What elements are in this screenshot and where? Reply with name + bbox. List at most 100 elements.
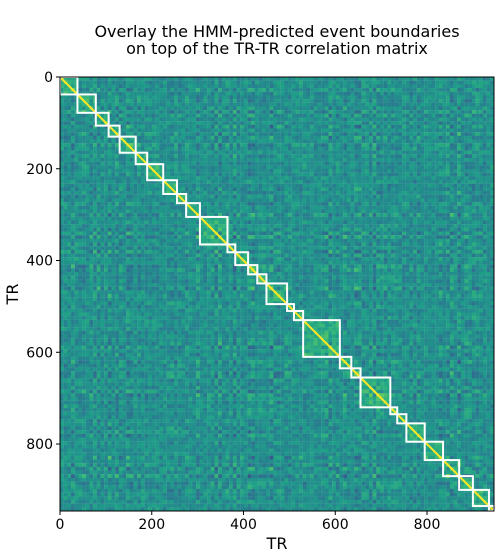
heatmap-cell xyxy=(435,157,439,162)
heatmap-cell xyxy=(89,224,94,228)
heatmap-cell xyxy=(71,224,75,228)
heatmap-cell xyxy=(107,168,112,173)
heatmap-cell xyxy=(302,128,307,133)
heatmap-cell xyxy=(159,187,164,192)
heatmap-cell xyxy=(155,128,160,133)
heatmap-cell xyxy=(229,146,234,151)
heatmap-cell xyxy=(254,150,259,155)
heatmap-cell xyxy=(398,121,403,125)
heatmap-cell xyxy=(405,176,410,181)
heatmap-cell xyxy=(435,80,439,85)
heatmap-cell xyxy=(232,165,237,170)
heatmap-cell xyxy=(438,124,443,129)
heatmap-cell xyxy=(71,110,75,114)
heatmap-cell xyxy=(277,172,281,177)
heatmap-cell xyxy=(159,198,164,203)
heatmap-cell xyxy=(317,179,322,184)
heatmap-cell xyxy=(162,106,167,111)
heatmap-cell xyxy=(405,209,410,214)
heatmap-cell xyxy=(192,154,197,159)
heatmap-cell xyxy=(321,146,325,151)
heatmap-cell xyxy=(100,179,105,184)
heatmap-cell xyxy=(420,168,425,173)
heatmap-cell xyxy=(468,121,473,125)
heatmap-cell xyxy=(306,117,311,122)
heatmap-cell xyxy=(199,110,204,114)
heatmap-cell xyxy=(104,165,108,170)
heatmap-cell xyxy=(387,80,392,85)
heatmap-cell xyxy=(416,224,421,228)
heatmap-cell xyxy=(269,102,274,107)
heatmap-cell xyxy=(118,121,123,125)
heatmap-cell xyxy=(265,165,270,170)
heatmap-cell xyxy=(151,80,156,85)
heatmap-cell xyxy=(291,124,296,129)
heatmap-cell xyxy=(236,176,241,181)
heatmap-cell xyxy=(457,213,462,217)
heatmap-cell xyxy=(365,77,370,81)
heatmap-cell xyxy=(188,117,193,122)
heatmap-cell xyxy=(240,146,245,151)
heatmap-cell xyxy=(196,176,200,181)
heatmap-cell xyxy=(185,183,189,188)
heatmap-cell xyxy=(346,84,351,89)
heatmap-cell xyxy=(324,183,329,188)
heatmap-cell xyxy=(321,113,325,118)
heatmap-cell xyxy=(174,84,178,89)
heatmap-cell xyxy=(122,205,127,210)
heatmap-cell xyxy=(89,179,94,184)
heatmap-cell xyxy=(321,132,325,136)
heatmap-cell xyxy=(115,88,119,92)
heatmap-cell xyxy=(258,205,263,210)
heatmap-cell xyxy=(379,172,384,177)
heatmap-cell xyxy=(391,102,395,107)
heatmap-cell xyxy=(218,143,222,148)
heatmap-cell xyxy=(63,157,68,162)
heatmap-cell xyxy=(188,172,193,177)
heatmap-cell xyxy=(71,150,75,155)
heatmap-cell xyxy=(273,187,278,192)
heatmap-cell xyxy=(482,124,487,129)
heatmap-cell xyxy=(218,88,222,92)
heatmap-cell xyxy=(402,143,406,148)
heatmap-cell xyxy=(383,121,388,125)
heatmap-cell xyxy=(229,172,234,177)
heatmap-cell xyxy=(277,227,281,232)
heatmap-cell xyxy=(126,231,131,236)
heatmap-cell xyxy=(431,191,436,195)
heatmap-cell xyxy=(240,106,245,111)
heatmap-cell xyxy=(324,224,329,228)
heatmap-cell xyxy=(151,102,156,107)
heatmap-cell xyxy=(214,187,219,192)
heatmap-cell xyxy=(339,84,344,89)
heatmap-cell xyxy=(486,88,491,92)
heatmap-cell xyxy=(96,143,101,148)
heatmap-cell xyxy=(93,143,97,148)
heatmap-cell xyxy=(284,198,289,203)
heatmap-cell xyxy=(225,161,230,166)
heatmap-cell xyxy=(453,198,458,203)
heatmap-cell xyxy=(299,194,303,199)
heatmap-cell xyxy=(192,121,197,125)
heatmap-cell xyxy=(247,172,252,177)
heatmap-cell xyxy=(299,128,303,133)
heatmap-cell xyxy=(431,150,436,155)
heatmap-cell xyxy=(144,117,149,122)
heatmap-cell xyxy=(321,91,325,96)
heatmap-cell xyxy=(457,187,462,192)
heatmap-cell xyxy=(115,124,119,129)
heatmap-cell xyxy=(140,227,145,232)
heatmap-cell xyxy=(376,84,381,89)
heatmap-cell xyxy=(310,106,314,111)
heatmap-cell xyxy=(118,205,123,210)
heatmap-cell xyxy=(435,91,439,96)
heatmap-cell xyxy=(265,110,270,114)
heatmap-cell xyxy=(350,99,355,103)
heatmap-cell xyxy=(111,220,116,225)
heatmap-cell xyxy=(159,113,164,118)
heatmap-cell xyxy=(420,80,425,85)
heatmap-cell xyxy=(96,224,101,228)
heatmap-cell xyxy=(357,202,362,206)
heatmap-cell xyxy=(89,84,94,89)
heatmap-cell xyxy=(299,84,303,89)
